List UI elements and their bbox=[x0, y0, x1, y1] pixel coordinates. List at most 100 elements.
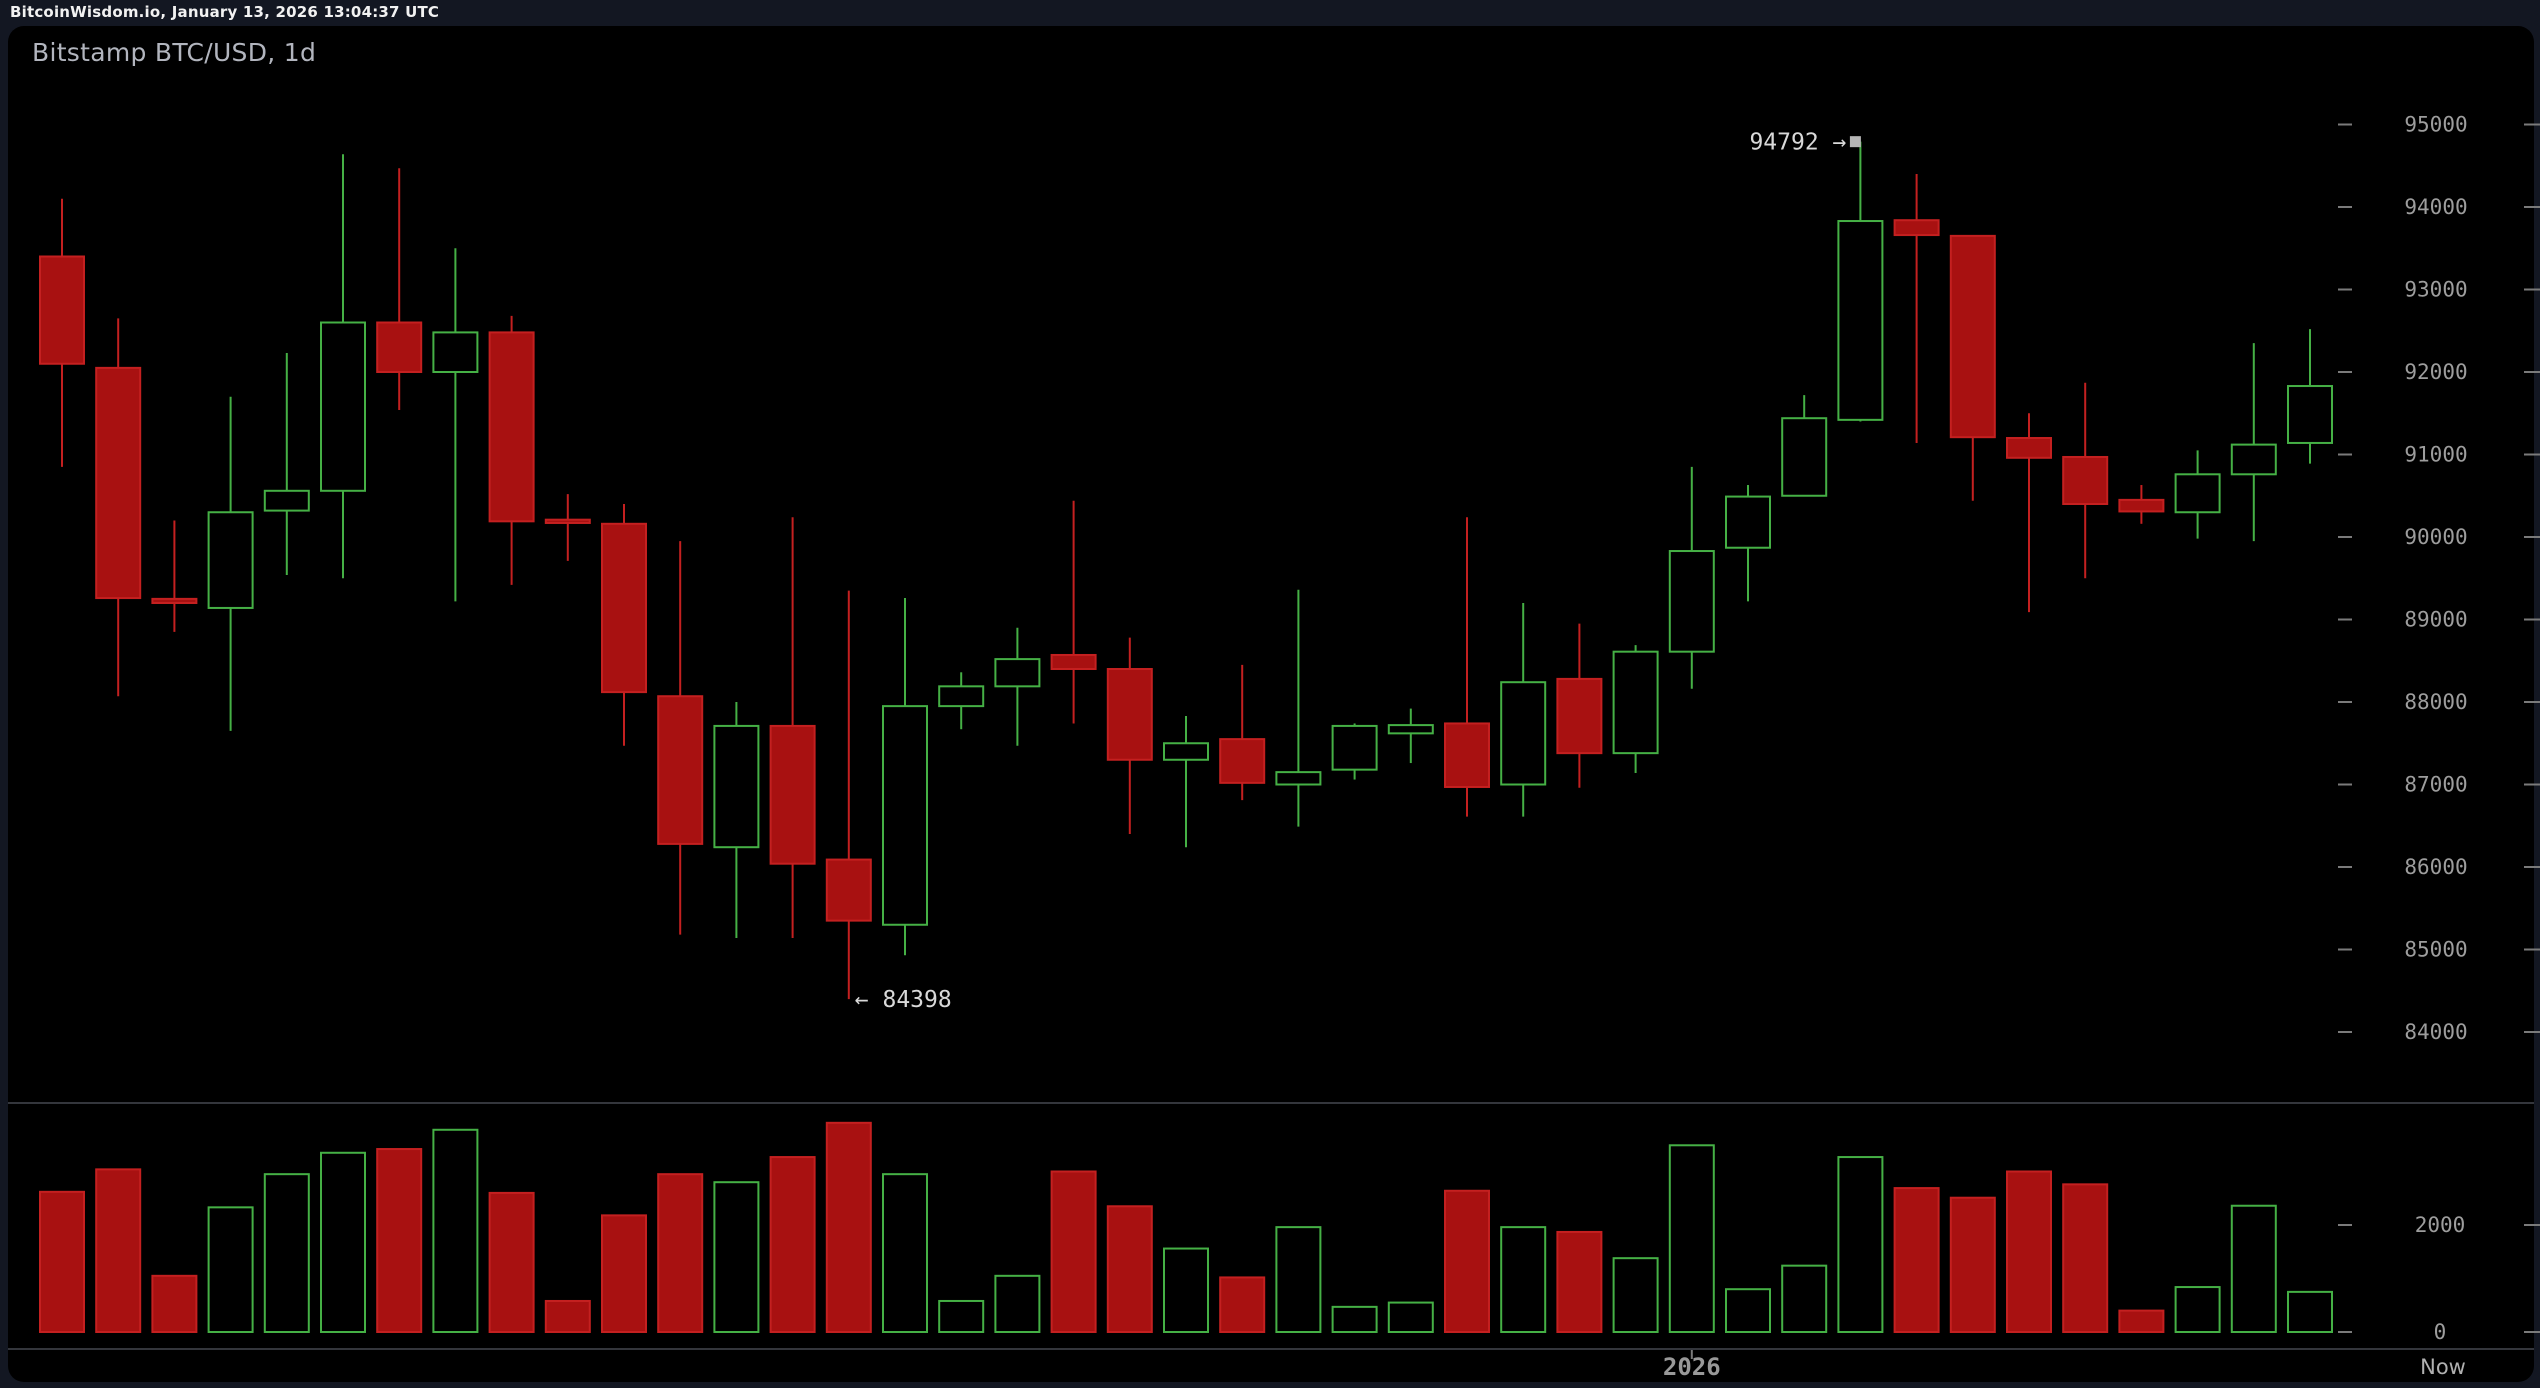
candle-body bbox=[825, 858, 872, 922]
candle bbox=[95, 318, 142, 697]
session-low-label: ← 84398 bbox=[855, 987, 952, 1013]
candle-body bbox=[1725, 495, 1771, 549]
candle bbox=[713, 702, 760, 938]
candle-body bbox=[1781, 417, 1828, 497]
candle-body bbox=[1387, 724, 1434, 735]
candle bbox=[544, 494, 591, 561]
candle-body bbox=[95, 366, 142, 600]
candle bbox=[1500, 603, 1547, 817]
candle-body bbox=[938, 685, 985, 708]
price-tick-label: 84000 bbox=[2404, 1020, 2467, 1044]
volume-bar bbox=[2174, 1286, 2221, 1334]
candle bbox=[1275, 589, 1322, 827]
candle bbox=[1219, 664, 1266, 801]
volume-bar bbox=[1893, 1187, 1940, 1333]
volume-tick-label: 0 bbox=[2434, 1320, 2447, 1344]
volume-bar bbox=[2287, 1290, 2333, 1333]
candle bbox=[488, 315, 535, 585]
candle-body bbox=[1331, 724, 1378, 771]
candle bbox=[1556, 623, 1603, 788]
candle bbox=[657, 541, 704, 935]
candle bbox=[1163, 716, 1209, 848]
candle-body bbox=[1163, 742, 1209, 761]
volume-bar bbox=[1781, 1264, 1828, 1334]
candle-body bbox=[1050, 653, 1097, 670]
candle-body bbox=[1500, 681, 1547, 786]
candle bbox=[1106, 637, 1153, 834]
candle-body bbox=[601, 522, 647, 694]
candle bbox=[1893, 174, 1940, 443]
candle-body bbox=[1668, 550, 1715, 653]
status-bar-text: BitcoinWisdom.io, January 13, 2026 13:04… bbox=[10, 3, 440, 21]
candle-body bbox=[2062, 455, 2109, 506]
candle bbox=[1725, 485, 1771, 602]
candle bbox=[320, 154, 366, 579]
session-high-marker bbox=[1849, 136, 1861, 148]
candle bbox=[1612, 645, 1659, 773]
candle bbox=[1444, 517, 1490, 817]
candle-body bbox=[2006, 437, 2052, 459]
volume-bar bbox=[2062, 1183, 2109, 1333]
volume-bar bbox=[994, 1274, 1041, 1333]
candle-body bbox=[151, 597, 198, 604]
candle bbox=[39, 198, 85, 467]
page-title: Bitstamp BTC/USD, 1d bbox=[32, 38, 317, 67]
volume-bar bbox=[825, 1121, 872, 1333]
volume-bar bbox=[1331, 1305, 1378, 1333]
candle-body bbox=[1556, 677, 1603, 755]
candle bbox=[376, 168, 423, 410]
annotations: 94792 → ← 84398 bbox=[855, 130, 1861, 1013]
volume-bar bbox=[1837, 1156, 1884, 1334]
candle-body bbox=[320, 321, 366, 492]
price-tick-label: 93000 bbox=[2404, 278, 2467, 302]
volume-bar bbox=[207, 1206, 254, 1333]
candle-body bbox=[1444, 722, 1490, 788]
candle-body bbox=[376, 321, 423, 373]
price-tick-label: 85000 bbox=[2404, 938, 2467, 962]
volume-bar bbox=[1219, 1276, 1266, 1334]
price-tick-label: 92000 bbox=[2404, 360, 2467, 384]
candle bbox=[2174, 450, 2221, 539]
volume-bar bbox=[1106, 1205, 1153, 1334]
candle bbox=[263, 353, 310, 575]
price-tick-label: 95000 bbox=[2404, 113, 2467, 137]
volume-bar bbox=[1500, 1226, 1547, 1334]
candle bbox=[882, 598, 928, 956]
volume-bar bbox=[263, 1173, 310, 1334]
volume-bar bbox=[2006, 1170, 2052, 1333]
candle-body bbox=[2118, 498, 2165, 513]
candle-body bbox=[432, 331, 479, 373]
candle bbox=[1949, 234, 1996, 501]
volume-bar bbox=[769, 1156, 816, 1334]
volume-bar bbox=[657, 1173, 704, 1334]
candle bbox=[601, 504, 647, 746]
volume-tick-label: 2000 bbox=[2415, 1213, 2466, 1237]
candle-body bbox=[488, 331, 535, 523]
candle bbox=[1331, 723, 1378, 780]
price-tick-label: 87000 bbox=[2404, 773, 2467, 797]
candle bbox=[432, 248, 479, 602]
volume-bar bbox=[1725, 1288, 1771, 1333]
candle-body bbox=[882, 705, 928, 926]
price-tick-label: 88000 bbox=[2404, 690, 2467, 714]
candle-body bbox=[1893, 219, 1940, 237]
volume-bar bbox=[432, 1128, 479, 1334]
candle bbox=[2118, 485, 2165, 524]
price-axis: 95000 94000 93000 92000 91000 90000 89000 88000… bbox=[2338, 113, 2540, 1044]
candle-body bbox=[1949, 234, 1996, 439]
price-tick-label: 89000 bbox=[2404, 608, 2467, 632]
candle-body bbox=[994, 658, 1041, 688]
volume-bar bbox=[2118, 1309, 2165, 1333]
price-tick-label: 91000 bbox=[2404, 443, 2467, 467]
price-tick-label: 94000 bbox=[2404, 195, 2467, 219]
candle bbox=[2062, 382, 2109, 579]
candle-body bbox=[1612, 650, 1659, 755]
candle bbox=[2230, 343, 2277, 542]
candle bbox=[994, 627, 1041, 746]
candle-body bbox=[657, 695, 704, 845]
volume-pane bbox=[39, 1121, 2333, 1334]
volume-axis: 2000 0 bbox=[2338, 1213, 2540, 1344]
volume-bar bbox=[1275, 1226, 1322, 1334]
volume-bar bbox=[376, 1148, 423, 1334]
